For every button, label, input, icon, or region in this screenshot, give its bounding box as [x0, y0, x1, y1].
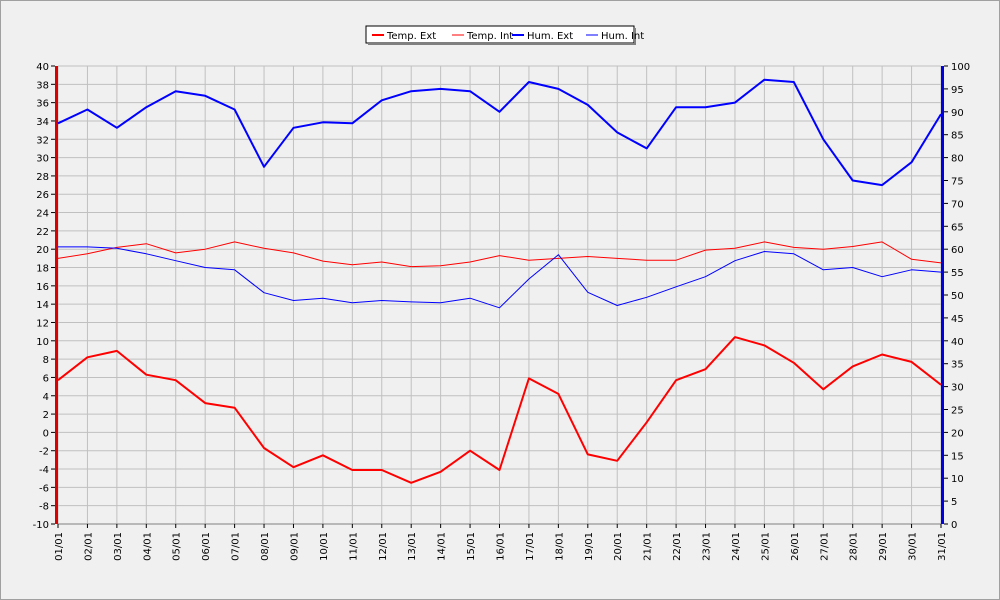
legend-box-shadow [634, 28, 636, 45]
left-tick-label: 8 [43, 355, 49, 366]
left-tick-label: -6 [39, 483, 49, 494]
left-tick-label: 28 [36, 172, 49, 183]
right-tick-label: 55 [951, 268, 964, 279]
right-tick-label: 65 [951, 222, 964, 233]
x-tick-label: 24/01 [731, 532, 742, 561]
x-tick-label: 15/01 [466, 532, 477, 561]
left-tick-label: 22 [36, 227, 49, 238]
right-tick-label: 60 [951, 245, 964, 256]
left-tick-label: 14 [36, 300, 49, 311]
series-line-temp-ext [57, 336, 942, 484]
left-tick-label: 40 [36, 62, 49, 73]
left-tick-label: 26 [36, 190, 49, 201]
left-axis-bar [55, 66, 58, 524]
x-tick-label: 10/01 [319, 532, 330, 561]
x-tick-label: 20/01 [613, 532, 624, 561]
right-tick-label: 0 [951, 520, 957, 531]
right-tick-label: 30 [951, 383, 964, 394]
x-tick-label: 18/01 [554, 532, 565, 561]
x-tick-label: 23/01 [702, 532, 713, 561]
right-tick-label: 80 [951, 154, 964, 165]
legend-label-hum-ext: Hum. Ext [527, 31, 573, 42]
right-tick-label: 35 [951, 360, 964, 371]
series-line-hum-int [58, 246, 942, 309]
left-tick-label: -8 [39, 502, 49, 513]
left-tick-label: -2 [39, 447, 49, 458]
right-tick-label: 5 [951, 497, 957, 508]
right-tick-label: 10 [951, 474, 964, 485]
x-tick-label: 29/01 [878, 532, 889, 561]
left-tick-label: 36 [36, 99, 49, 110]
legend-box-shadow-bottom [368, 43, 636, 45]
left-tick-label: 32 [36, 135, 49, 146]
x-tick-label: 28/01 [849, 532, 860, 561]
x-tick-label: 19/01 [584, 532, 595, 561]
left-tick-label: 10 [36, 337, 49, 348]
legend-label-temp-int: Temp. Int [466, 31, 513, 42]
right-tick-label: 100 [951, 62, 970, 73]
x-tick-label: 07/01 [231, 532, 242, 561]
right-tick-label: 85 [951, 131, 964, 142]
left-tick-label: 0 [43, 428, 49, 439]
right-tick-label: 95 [951, 85, 964, 96]
right-tick-label: 90 [951, 108, 964, 119]
left-tick-label: 16 [36, 282, 49, 293]
series-line-hum-ext [57, 78, 942, 187]
x-tick-label: 16/01 [496, 532, 507, 561]
right-tick-label: 25 [951, 406, 964, 417]
x-tick-label: 22/01 [672, 532, 683, 561]
right-axis-bar [941, 66, 944, 524]
x-tick-label: 26/01 [790, 532, 801, 561]
x-tick-label: 13/01 [407, 532, 418, 561]
right-tick-label: 20 [951, 428, 964, 439]
left-tick-label: 2 [43, 410, 49, 421]
x-tick-label: 27/01 [819, 532, 830, 561]
x-tick-label: 02/01 [83, 532, 94, 561]
x-tick-label: 06/01 [201, 532, 212, 561]
x-tick-label: 12/01 [378, 532, 389, 561]
left-tick-label: 6 [43, 373, 49, 384]
x-tick-label: 25/01 [760, 532, 771, 561]
left-tick-label: 34 [36, 117, 49, 128]
x-tick-label: 04/01 [142, 532, 153, 561]
legend: Temp. Ext Temp. Int Hum. Ext Hum. Int [365, 25, 644, 45]
right-tick-label: 45 [951, 314, 964, 325]
series-line-temp-int [57, 241, 942, 268]
x-tick-label: 31/01 [937, 532, 948, 561]
x-tick-label: 30/01 [908, 532, 919, 561]
left-tick-label: 24 [36, 209, 49, 220]
right-tick-label: 70 [951, 199, 964, 210]
left-tick-label: 20 [36, 245, 49, 256]
left-tick-label: 4 [43, 392, 49, 403]
left-tick-label: 12 [36, 318, 49, 329]
legend-label-temp-ext: Temp. Ext [386, 31, 436, 42]
left-tick-label: -4 [39, 465, 49, 476]
x-tick-label: 11/01 [348, 532, 359, 561]
x-tick-label: 17/01 [525, 532, 536, 561]
x-tick-label: 01/01 [54, 532, 65, 561]
right-tick-label: 40 [951, 337, 964, 348]
right-tick-label: 50 [951, 291, 964, 302]
x-tick-label: 21/01 [643, 532, 654, 561]
x-tick-label: 14/01 [437, 532, 448, 561]
x-tick-label: 05/01 [172, 532, 183, 561]
left-tick-label: 30 [36, 154, 49, 165]
x-tick-label: 09/01 [289, 532, 300, 561]
x-tick-label: 08/01 [260, 532, 271, 561]
left-tick-label: -10 [33, 520, 49, 531]
left-tick-label: 38 [36, 80, 49, 91]
legend-label-hum-int: Hum. Int [601, 31, 644, 42]
right-tick-label: 75 [951, 177, 964, 188]
right-tick-label: 15 [951, 451, 964, 462]
x-tick-label: 03/01 [113, 532, 124, 561]
left-tick-label: 18 [36, 264, 49, 275]
